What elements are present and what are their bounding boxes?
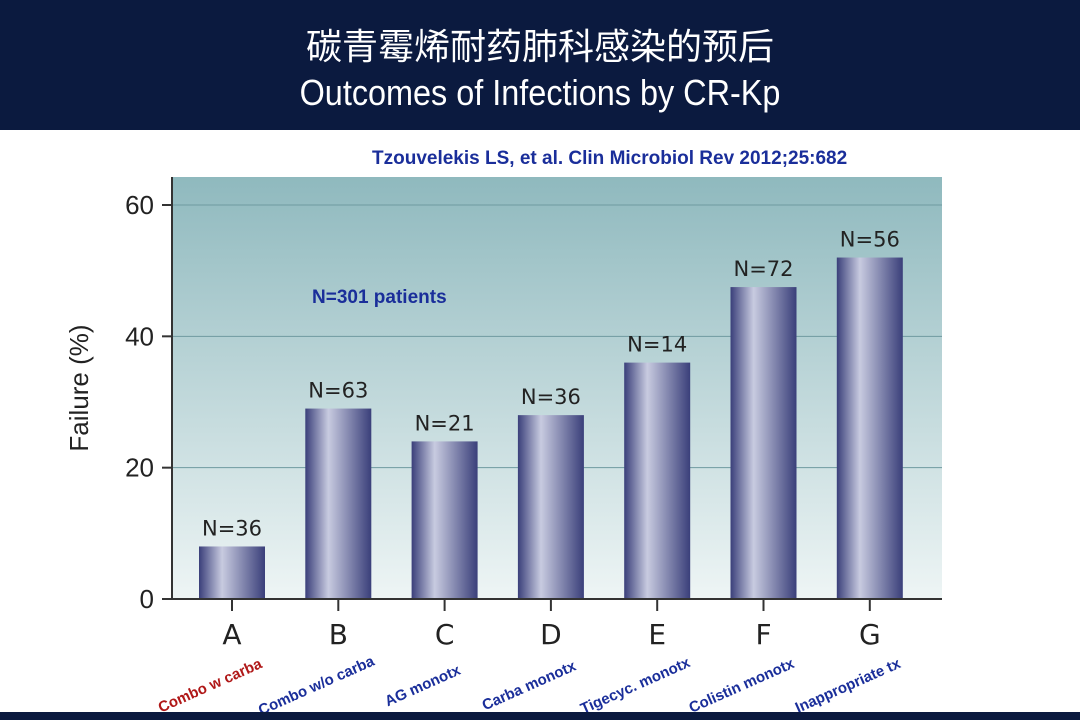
slide-title-chinese: 碳青霉烯耐药肺科感染的预后	[305, 27, 774, 68]
x-tick-label: B	[329, 618, 348, 651]
category-description: Combo w/o carba	[256, 652, 378, 719]
bar-value-label: N=56	[840, 228, 900, 252]
y-tick-label: 0	[140, 584, 154, 614]
x-tick-label: G	[859, 618, 881, 651]
citation: Tzouvelekis LS, et al. Clin Microbiol Re…	[372, 148, 848, 169]
slide-title-english: Outcomes of Infections by CR-Kp	[299, 72, 781, 113]
bar-value-label: N=36	[202, 516, 262, 540]
category-description: Inappropriate tx	[793, 655, 904, 717]
category-description: Combo w carba	[156, 655, 266, 716]
bar	[624, 362, 691, 599]
y-tick-label: 20	[125, 453, 154, 483]
bar-value-label: N=63	[308, 379, 368, 403]
category-description: Colistin monotx	[686, 655, 797, 717]
bar-value-label: N=21	[415, 411, 475, 435]
bar	[411, 441, 478, 599]
bar	[730, 287, 797, 599]
bar	[199, 546, 265, 599]
slide-header: 碳青霉烯耐药肺科感染的预后 Outcomes of Infections by …	[0, 0, 1080, 130]
bar-value-label: N=14	[627, 333, 687, 357]
y-tick-label: 60	[125, 190, 154, 220]
footer-bar	[0, 712, 1080, 720]
bar	[836, 257, 903, 599]
patient-count-annotation: N=301 patients	[312, 287, 447, 308]
bar	[517, 415, 584, 599]
x-tick-label: C	[435, 618, 455, 651]
category-description: Tigecyc. monotx	[578, 654, 693, 718]
bar	[305, 408, 372, 599]
x-tick-label: E	[648, 618, 666, 651]
category-description: Carba monotx	[480, 657, 580, 714]
category-description: AG monotx	[382, 661, 463, 710]
x-tick-label: D	[540, 618, 562, 651]
bar-value-label: N=36	[521, 385, 581, 409]
x-tick-label: F	[755, 618, 771, 651]
y-axis-label: Failure (%)	[64, 324, 94, 451]
x-tick-label: A	[222, 618, 241, 651]
bar-value-label: N=72	[733, 257, 793, 281]
y-tick-label: 40	[125, 321, 154, 351]
